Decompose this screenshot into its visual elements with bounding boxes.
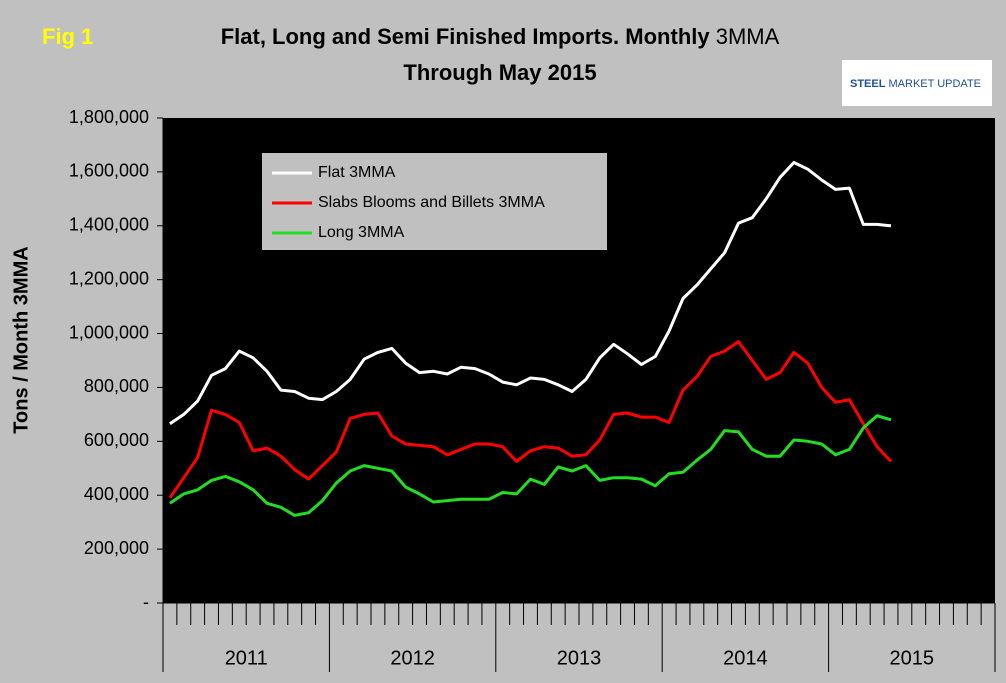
y-tick-label: 1,800,000	[69, 107, 149, 127]
x-group-label: 2012	[390, 647, 435, 669]
legend-label: Long 3MMA	[318, 224, 405, 241]
y-tick-label: 800,000	[84, 376, 149, 396]
logo-bold: STEEL	[850, 78, 886, 90]
y-tick-label: 1,400,000	[69, 215, 149, 235]
logo: STEEL MARKET UPDATE	[842, 60, 992, 106]
logo-text: STEEL MARKET UPDATE	[850, 78, 981, 90]
x-group-label: 2013	[557, 647, 602, 669]
y-tick-label: 400,000	[84, 484, 149, 504]
y-tick-label: 200,000	[84, 538, 149, 558]
legend-label: Flat 3MMA	[318, 164, 396, 181]
logo-rest: MARKET UPDATE	[889, 78, 982, 90]
y-tick-label: 1,200,000	[69, 268, 149, 288]
series-line	[169, 414, 892, 517]
x-group-label: 2014	[723, 647, 768, 669]
chart-title: Flat, Long and Semi Finished Imports. Mo…	[221, 24, 780, 49]
fig-label: Fig 1	[42, 24, 93, 49]
chart-subtitle: Through May 2015	[403, 60, 596, 85]
x-group-label: 2015	[890, 647, 935, 669]
title-main: Flat, Long and Semi Finished Imports. Mo…	[221, 24, 711, 49]
y-tick-label: 600,000	[84, 430, 149, 450]
logo-box	[842, 60, 992, 106]
y-tick-label: 1,000,000	[69, 322, 149, 342]
y-tick-label: -	[143, 592, 149, 612]
y-axis-label: Tons / Month 3MMA	[10, 246, 32, 433]
title-unit: 3MMA	[716, 24, 780, 49]
y-tick-label: 1,600,000	[69, 161, 149, 181]
legend: Flat 3MMA Slabs Blooms and Billets 3MMA Lo…	[262, 153, 607, 250]
legend-box	[262, 153, 607, 250]
legend-label: Slabs Blooms and Billets 3MMA	[318, 194, 545, 211]
series-line	[169, 161, 892, 426]
x-group-label: 2011	[225, 647, 268, 669]
series-line	[168, 340, 893, 499]
